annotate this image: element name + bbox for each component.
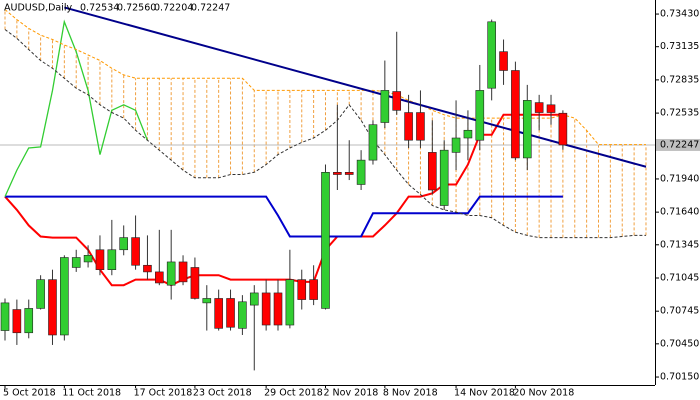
- candle-body: [297, 279, 307, 300]
- title-close: 0.72247: [191, 3, 230, 14]
- y-tick-label: 0.70745: [660, 306, 699, 317]
- candle-body: [36, 279, 45, 309]
- candle-body: [60, 257, 69, 336]
- y-tick-label: 0.71045: [660, 272, 699, 283]
- candle-body: [344, 172, 354, 175]
- y-tick-label: 0.72535: [660, 108, 699, 119]
- x-tick-label: 23 Oct 2018: [193, 388, 252, 399]
- candle-body: [321, 172, 330, 309]
- candle-body: [309, 279, 318, 300]
- candle-body: [48, 279, 57, 336]
- candle-body: [24, 308, 34, 334]
- indicator-line: [4, 29, 646, 239]
- candle-body: [285, 279, 295, 326]
- y-tick-label: 0.70150: [660, 372, 699, 383]
- y-tick-label: 0.72835: [660, 74, 699, 85]
- candle-body: [0, 302, 10, 331]
- y-tick-label: 0.71345: [660, 239, 699, 250]
- candle-body: [475, 90, 485, 141]
- last-price-label: 0.72247: [660, 139, 699, 150]
- candle-body: [71, 257, 81, 268]
- y-tick-label: 0.71940: [660, 173, 699, 184]
- title-high: 0.72560: [117, 3, 156, 14]
- x-tick-label: 14 Nov 2018: [454, 388, 515, 399]
- candle-body: [12, 309, 22, 334]
- candle-body: [261, 292, 271, 326]
- candle-body: [214, 298, 223, 329]
- candle-body: [107, 249, 117, 270]
- candle-body: [249, 292, 259, 306]
- candle-body: [83, 255, 93, 263]
- indicator-line: [4, 19, 149, 197]
- x-tick-label: 2 Nov 2018: [323, 388, 378, 399]
- candle-body: [119, 237, 128, 251]
- title-low: 0.72204: [154, 3, 193, 14]
- candle-body: [451, 137, 461, 153]
- y-tick-label: 0.70450: [660, 338, 699, 349]
- indicator-line: [5, 195, 563, 238]
- candle-body: [499, 51, 508, 71]
- trendline: [64, 6, 647, 168]
- candle-body: [392, 91, 402, 111]
- y-tick-label: 0.73135: [660, 41, 699, 52]
- chart-title: AUDUSD,Daily: [4, 3, 73, 14]
- candle-body: [202, 298, 212, 304]
- candle-body: [131, 237, 140, 266]
- candle-body: [166, 261, 176, 286]
- candle-body: [416, 112, 425, 141]
- candle-body: [511, 70, 520, 159]
- candle-body: [404, 112, 413, 141]
- candle-body: [463, 129, 473, 139]
- candle-body: [368, 124, 378, 161]
- candle-body: [190, 267, 200, 299]
- candle-body: [143, 264, 152, 273]
- x-tick-label: 11 Oct 2018: [62, 388, 121, 399]
- title-group: AUDUSD,Daily 0.72534 0.72560 0.72204 0.7…: [4, 3, 230, 14]
- candle-body: [380, 90, 390, 123]
- x-tick-label: 17 Oct 2018: [134, 388, 193, 399]
- candle-body: [95, 249, 105, 270]
- candle-body: [546, 104, 556, 113]
- x-tick-label: 5 Oct 2018: [3, 388, 56, 399]
- candle-body: [522, 100, 532, 159]
- candle-body: [155, 271, 164, 284]
- candle-body: [356, 159, 366, 185]
- title-open: 0.72534: [80, 3, 119, 14]
- x-tick-label: 29 Oct 2018: [264, 388, 323, 399]
- y-tick-label: 0.71640: [660, 207, 699, 218]
- candle-body: [238, 301, 247, 329]
- candle-body: [534, 102, 544, 113]
- last-price-box: [656, 138, 700, 151]
- candle-body: [558, 112, 568, 146]
- x-tick-label: 8 Nov 2018: [383, 388, 438, 399]
- candle-body: [273, 292, 283, 326]
- candle-body: [226, 298, 235, 328]
- candle-body: [439, 149, 449, 206]
- candle-body: [333, 172, 342, 175]
- candle-body: [428, 152, 437, 191]
- candle-body: [178, 261, 188, 283]
- x-tick-label: 20 Nov 2018: [513, 388, 574, 399]
- y-tick-label: 0.73430: [660, 9, 699, 20]
- candle-body: [487, 21, 496, 89]
